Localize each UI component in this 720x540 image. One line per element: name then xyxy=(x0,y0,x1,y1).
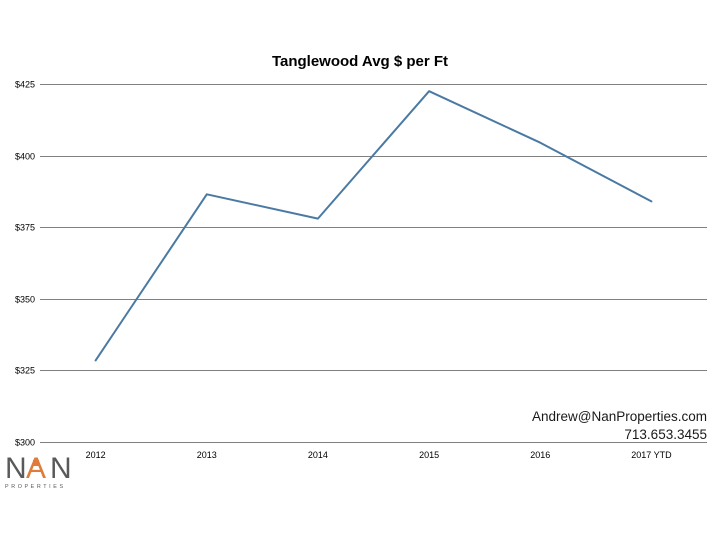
x-tick-label: 2015 xyxy=(419,450,439,460)
contact-email: Andrew@NanProperties.com xyxy=(532,409,707,424)
y-tick-label: $425 xyxy=(15,80,35,90)
series-line xyxy=(94,90,653,362)
y-tick-label: $325 xyxy=(15,366,35,376)
x-tick-label: 2016 xyxy=(530,450,550,460)
y-tick-label: $350 xyxy=(15,295,35,305)
logo-letter-n1: N xyxy=(5,452,27,485)
series-layer xyxy=(94,90,653,362)
gridlines xyxy=(40,84,707,443)
x-tick-label: 2014 xyxy=(308,450,328,460)
x-tick-label: 2012 xyxy=(86,450,106,460)
chart-title: Tanglewood Avg $ per Ft xyxy=(272,53,448,70)
x-tick-label: 2013 xyxy=(197,450,217,460)
x-tick-label: 2017 YTD xyxy=(631,450,672,460)
y-tick-label: $300 xyxy=(15,438,35,448)
logo-letter-n2: N xyxy=(50,452,72,485)
y-tick-label: $400 xyxy=(15,152,35,162)
logo-letter-a: A xyxy=(26,452,46,485)
x-axis-ticks: 2012 2013 2014 2015 2016 2017 YTD xyxy=(86,450,673,460)
nan-properties-logo: N A N PROPERTIES xyxy=(5,452,72,490)
contact-phone: 713.653.3455 xyxy=(624,427,707,442)
logo-window-icon xyxy=(33,460,39,466)
logo-tagline: PROPERTIES xyxy=(5,484,66,490)
y-axis-ticks: $300 $325 $350 $375 $400 $425 xyxy=(15,80,35,448)
y-tick-label: $375 xyxy=(15,223,35,233)
